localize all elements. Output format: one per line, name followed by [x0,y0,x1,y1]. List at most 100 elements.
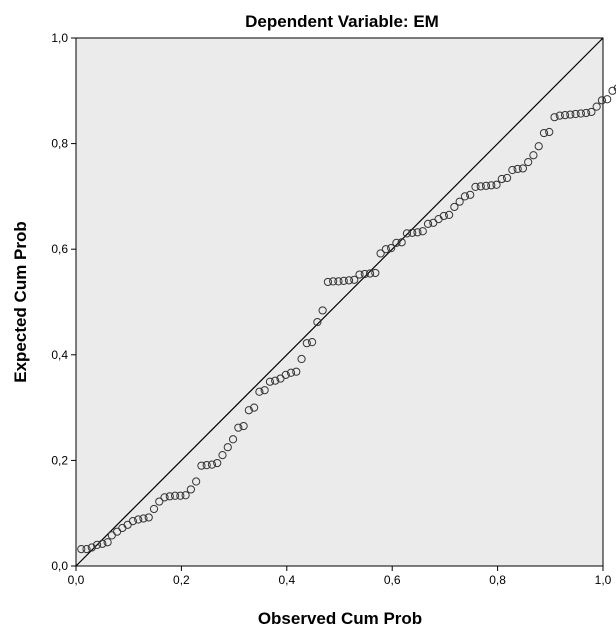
data-point [524,157,533,167]
data-point [487,181,496,190]
axis-ticks: 0,0 0,2 0,4 0,6 0,8 1,0 0,0 0,2 0,4 0,6 0,8 1,0 [51,31,611,587]
data-point [376,249,385,258]
x-axis-title: Observed Cum Prob [258,609,422,628]
data-point [339,276,348,285]
data-point [566,110,575,119]
data-point [98,539,107,548]
data-point [302,339,311,348]
data-point [271,376,280,385]
data-point [149,504,159,514]
data-point [471,182,480,191]
data-point [160,493,169,502]
data-point [313,317,322,327]
data-point [439,211,448,221]
data-point [144,513,153,522]
data-point [597,96,607,105]
y-axis-title: Expected Cum Prob [11,221,30,383]
data-point [297,354,306,364]
data-point [239,421,248,431]
data-point [576,109,585,118]
data-point [329,277,338,286]
data-point [497,174,506,184]
data-point [545,127,554,137]
data-point [381,245,390,254]
data-point [286,368,296,377]
data-point [197,461,206,470]
data-point [186,485,195,494]
data-point [476,182,485,191]
data-point [307,338,317,347]
data-point [223,443,232,452]
data-point [82,545,91,554]
data-point [139,514,148,523]
data-point [255,387,264,396]
data-point [603,95,612,104]
data-point [392,238,401,247]
y-tick-label: 0,4 [51,348,68,362]
data-point [413,228,422,237]
data-point [134,515,143,524]
data-point [613,84,616,92]
y-tick-label: 0,0 [51,559,68,573]
data-point [582,108,591,118]
data-point [418,227,427,236]
x-tick-label: 1,0 [595,573,612,587]
data-point [218,451,227,460]
data-point [213,458,222,468]
data-point [155,497,164,506]
data-point [371,268,380,278]
data-point [518,164,527,173]
x-tick-label: 0,2 [173,573,190,587]
x-tick-label: 0,6 [384,573,401,587]
data-point [555,111,564,120]
data-point [408,228,417,237]
data-point [355,270,364,279]
data-point [402,229,412,238]
x-tick-label: 0,8 [489,573,506,587]
data-point [202,461,211,470]
data-point [560,110,570,120]
data-point [608,86,616,95]
data-point [466,190,475,199]
y-tick-label: 1,0 [51,31,68,45]
data-point [318,306,327,315]
data-point [460,192,470,201]
data-point [207,460,217,469]
data-point [445,210,454,219]
data-point [281,370,290,379]
data-point [587,107,596,117]
data-point [450,202,459,212]
data-point [260,386,269,395]
data-point [360,269,369,279]
data-point [92,540,102,549]
data-point [508,165,517,175]
data-point [77,545,86,554]
x-tick-label: 0,4 [278,573,295,587]
data-point [128,517,138,526]
data-point [192,477,201,486]
data-point [492,180,501,189]
data-point [529,151,538,160]
data-point [534,142,543,151]
data-point [344,276,354,285]
data-points [77,84,616,554]
data-point [550,113,559,122]
reference-line [75,37,604,567]
y-tick-label: 0,6 [51,242,68,256]
data-point [323,277,333,287]
data-point [365,269,375,278]
data-point [234,423,243,432]
chart-title: Dependent Variable: EM [245,12,439,31]
data-point [228,435,238,444]
data-point [592,102,601,111]
y-tick-label: 0,8 [51,137,68,151]
data-point [502,173,512,183]
data-point [387,244,396,253]
data-point [87,543,96,552]
data-point [539,128,549,138]
data-point [334,277,343,286]
data-point [265,377,275,386]
data-point [481,181,491,190]
data-point [103,538,112,547]
